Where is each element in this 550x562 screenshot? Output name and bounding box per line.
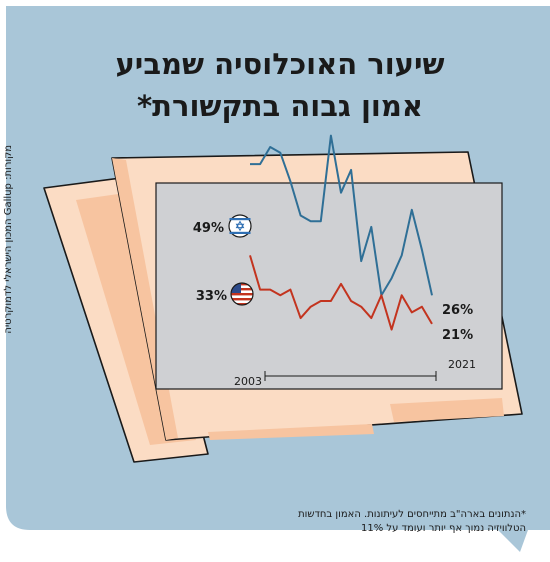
- chart-title-line-1: שיעור האוכלוסיה שמביע: [115, 47, 445, 81]
- newspaper-column-block-right: [390, 398, 504, 422]
- series-line-usa: [249, 255, 433, 331]
- series-line-israel: [250, 134, 433, 297]
- israel-start-label: 49%: [193, 221, 224, 236]
- x-start-label: 2003: [234, 375, 262, 388]
- plot-area: [155, 182, 503, 390]
- newspaper-column-block-left: [208, 424, 374, 440]
- usa-flag-icon: [230, 282, 254, 306]
- source-credit: מקורות: Gallup המכון הישראלי לדמוקרטיה: [3, 145, 14, 334]
- israel-flag-icon: [228, 214, 252, 238]
- chart-title-line-2: אמון גבוה בתקשורת*: [137, 89, 423, 123]
- israel-end-label: 26%: [442, 303, 473, 318]
- footnote: *הנתונים בארה"ב מתייחסים לעיתונות. האמון…: [298, 509, 526, 534]
- usa-end-label: 21%: [442, 328, 473, 343]
- usa-start-label: 33%: [196, 289, 227, 304]
- x-end-label: 2021: [448, 358, 476, 371]
